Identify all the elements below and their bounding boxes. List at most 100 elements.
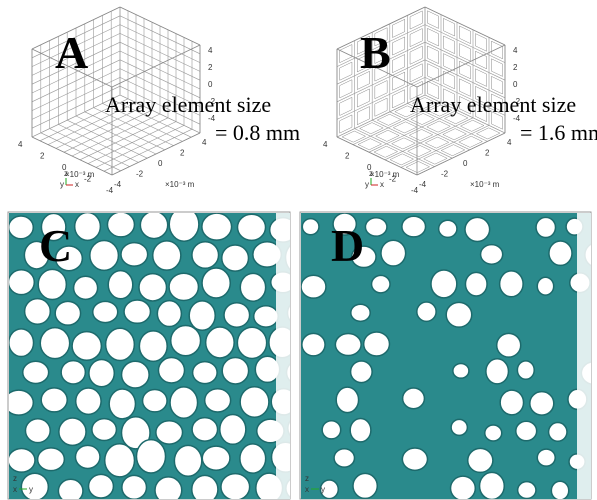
pore: [351, 361, 373, 383]
pore: [417, 302, 436, 321]
pore: [93, 301, 118, 322]
cell: [410, 29, 422, 47]
pore: [107, 212, 134, 237]
tick-label: -4: [106, 186, 114, 195]
pore: [453, 363, 469, 378]
pore: [202, 446, 230, 470]
pore: [518, 482, 536, 499]
wire: [401, 125, 489, 167]
cell: [427, 64, 438, 82]
pore: [485, 425, 502, 441]
pore: [486, 359, 509, 384]
pore: [108, 271, 133, 299]
panel-label: B: [360, 27, 391, 78]
pore: [25, 419, 50, 443]
cell: [392, 72, 404, 90]
tick-label: 2: [485, 149, 490, 158]
wire: [390, 112, 470, 150]
tick-label: 0: [158, 159, 163, 168]
pore: [21, 473, 48, 500]
triad-label: x: [305, 485, 309, 494]
tick-label: 2: [180, 149, 185, 158]
tick-label: -2: [441, 170, 449, 179]
pore: [58, 479, 83, 500]
pore: [76, 388, 101, 414]
pore: [61, 361, 85, 384]
wire: [425, 7, 505, 45]
pore: [302, 219, 319, 235]
pore: [500, 271, 524, 297]
pore: [106, 328, 135, 360]
pore: [551, 481, 568, 500]
pore: [451, 419, 467, 435]
pore: [465, 217, 490, 241]
pore: [353, 473, 377, 498]
tick-label: 0: [513, 80, 518, 89]
annotation: Array element size: [410, 92, 576, 117]
pore: [170, 387, 198, 418]
pore: [25, 299, 51, 325]
pore: [334, 449, 354, 467]
cell: [459, 44, 470, 62]
pore: [222, 245, 249, 271]
tick-label: 4: [208, 46, 213, 55]
triad-label: x: [380, 180, 384, 189]
pore: [55, 301, 80, 325]
pore: [301, 275, 326, 298]
pore: [174, 445, 201, 476]
pore: [189, 301, 215, 330]
cell: [475, 69, 486, 87]
cell: [475, 51, 486, 69]
cell: [491, 41, 502, 59]
wire: [417, 133, 505, 175]
cell: [459, 26, 470, 44]
unit-label: ×10⁻³ m: [165, 180, 195, 189]
pore: [402, 448, 427, 470]
pore: [240, 387, 269, 418]
pore: [192, 242, 219, 269]
pore: [158, 358, 184, 383]
edge-gap: [276, 213, 290, 499]
pore: [193, 362, 218, 384]
tick-label: 2: [513, 63, 518, 72]
pore: [205, 389, 231, 412]
triad-label: z: [369, 169, 373, 178]
pore: [240, 273, 265, 301]
cell: [410, 64, 422, 82]
pore: [536, 217, 555, 237]
triad-label: y: [60, 180, 64, 189]
pore: [140, 211, 167, 238]
pore: [537, 277, 553, 295]
pore: [497, 333, 521, 357]
cell: [427, 46, 438, 64]
pore: [9, 329, 34, 357]
pore: [465, 272, 487, 296]
cell: [491, 59, 502, 77]
cell: [340, 62, 352, 80]
unit-label: ×10⁻³ m: [470, 180, 500, 189]
pore: [516, 421, 537, 440]
pore: [169, 273, 198, 300]
pore: [143, 390, 168, 412]
pore: [124, 300, 150, 323]
pore: [530, 392, 554, 415]
tick-label: 2: [345, 152, 350, 161]
tick-label: 2: [208, 63, 213, 72]
pore: [350, 418, 371, 441]
cell: [443, 18, 454, 36]
tick-label: 4: [323, 140, 328, 149]
pore: [122, 475, 147, 499]
annotation: Array element size: [105, 92, 271, 117]
pore: [237, 327, 266, 358]
pore: [351, 304, 370, 321]
pore: [364, 332, 390, 356]
tick-label: 0: [208, 80, 213, 89]
triad-label: y: [29, 485, 33, 494]
pore: [105, 444, 135, 477]
pore: [302, 333, 325, 355]
pore: [336, 387, 358, 413]
tick-label: 2: [40, 152, 45, 161]
cell: [375, 81, 387, 99]
pore: [139, 331, 167, 362]
pore: [220, 414, 246, 444]
